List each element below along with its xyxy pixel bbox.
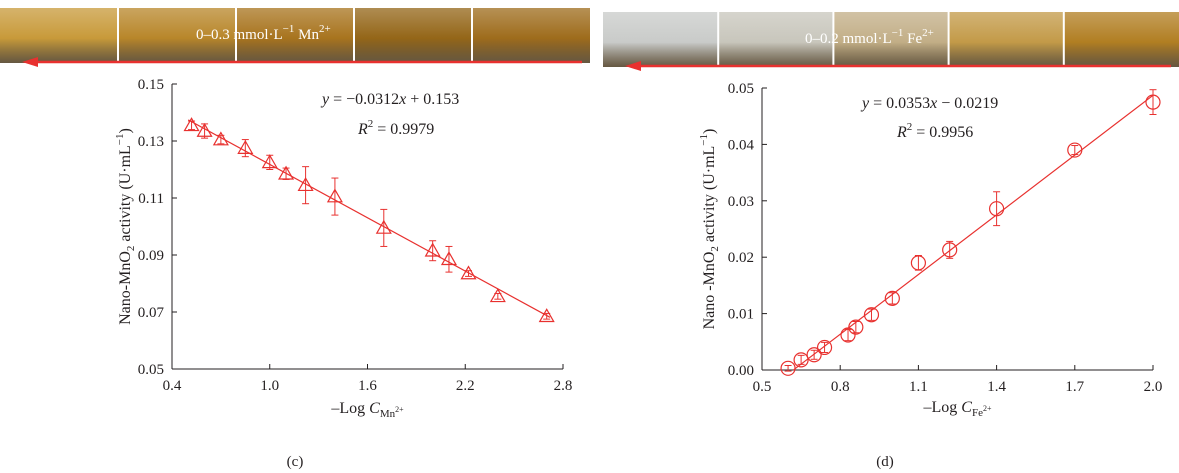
vial-photo-segment	[472, 8, 590, 63]
vial-photo-segment	[0, 8, 118, 63]
y-tick-label: 0.01	[728, 307, 754, 323]
y-tick-label: 0.15	[138, 77, 164, 93]
regression-line	[188, 120, 550, 317]
y-axis-title-sup: −1	[114, 133, 126, 145]
x-axis-title: –Log CMn2+	[330, 400, 404, 420]
vial-photo-segment	[354, 8, 472, 63]
photo-label-text: 0–0.3 mmol·L	[196, 27, 283, 43]
photo-label-sup: −1	[892, 27, 904, 39]
x-tick-label: 0.8	[831, 379, 850, 395]
r2-label: R	[357, 121, 368, 138]
equation-slope: = −0.0312	[329, 91, 399, 108]
y-axis-title-text: )	[117, 128, 134, 133]
photo-label-ion: Mn	[294, 27, 319, 43]
vial-photo-segment	[603, 12, 718, 67]
photo-label-text: 0–0.2 mmol·L	[805, 31, 892, 47]
equation-x: x	[929, 95, 937, 112]
x-tick-label: 1.1	[909, 379, 928, 395]
panel-label: (c)	[287, 454, 304, 470]
r-squared: R2 = 0.9979	[357, 118, 434, 138]
equation-intercept: − 0.0219	[937, 95, 998, 112]
equation-x: x	[398, 91, 406, 108]
x-axis-title-var: C	[369, 400, 380, 417]
x-axis-title: –Log CFe2+	[923, 399, 992, 419]
x-axis-title-sub: Mn	[380, 408, 396, 420]
photo-label-ion: Fe	[903, 31, 922, 47]
panel-label: (d)	[876, 454, 894, 470]
y-tick-label: 0.07	[138, 305, 165, 321]
y-tick-label: 0.04	[728, 137, 755, 153]
x-tick-label: 1.0	[260, 378, 279, 394]
x-tick-label: 1.7	[1065, 379, 1084, 395]
x-tick-label: 0.5	[753, 379, 772, 395]
panel-c: 0–0.3 mmol·L−1 Mn2+ 0.05 0.07 0.09 0.11 0.13 0…	[0, 0, 590, 473]
x-axis-title-subsup: 2+	[395, 405, 404, 414]
fit-equation: y = 0.0353x − 0.0219	[860, 95, 998, 112]
y-axis-title: Nano-MnO2 activity (U·mL−1)	[114, 128, 137, 325]
photo-label-ion-sup: 2+	[319, 23, 331, 35]
x-tick-label: 0.4	[163, 378, 182, 394]
y-axis-title-text: activity (U·mL	[117, 145, 134, 245]
y-axis-title-text: )	[701, 129, 718, 134]
photo-label-ion-sup: 2+	[922, 27, 934, 39]
fit-equation: y = −0.0312x + 0.153	[320, 91, 459, 108]
r2-label: R	[896, 124, 907, 141]
y-axis-title-sup: −1	[698, 134, 710, 146]
y-tick-label: 0.05	[728, 81, 754, 97]
equation-intercept: + 0.153	[406, 91, 459, 108]
equation-slope: = 0.0353	[869, 95, 930, 112]
x-tick-label: 1.4	[987, 379, 1006, 395]
y-tick-label: 0.09	[138, 248, 164, 264]
y-tick-label: 0.02	[728, 250, 754, 266]
x-tick-label: 1.6	[358, 378, 377, 394]
r2-value: = 0.9979	[373, 121, 434, 138]
x-axis-title-text: –Log	[923, 399, 962, 416]
chart-c: 0–0.3 mmol·L−1 Mn2+0.050.070.090.110.130…	[0, 0, 590, 473]
x-axis-title-subsup: 2+	[983, 404, 992, 413]
x-tick-label: 2.2	[456, 378, 475, 394]
y-tick-label: 0.03	[728, 194, 754, 210]
x-axis-title-sub: Fe	[972, 407, 983, 419]
x-tick-label: 2.8	[554, 378, 573, 394]
r2-value: = 0.9956	[912, 124, 973, 141]
x-axis-title-var: C	[961, 399, 972, 416]
x-axis-title-text: –Log	[330, 400, 369, 417]
panel-d: 0–0.2 mmol·L−1 Fe2+ 0.00 0.01 0.02 0.03 0.04 0…	[590, 0, 1179, 473]
y-tick-label: 0.13	[138, 134, 164, 150]
photo-label-sup: −1	[283, 23, 295, 35]
y-axis-title-text: Nano -MnO	[701, 252, 718, 330]
r-squared: R2 = 0.9956	[896, 121, 973, 141]
y-tick-label: 0.05	[138, 362, 164, 378]
y-axis-title-text: activity (U·mL	[701, 146, 718, 246]
y-axis-title-text: Nano-MnO	[117, 251, 134, 325]
y-tick-label: 0.11	[138, 191, 164, 207]
y-tick-label: 0.00	[728, 363, 754, 379]
y-axis-title: Nano -MnO2 activity (U·mL−1)	[698, 129, 721, 330]
vial-photo-segment	[1064, 12, 1179, 67]
x-tick-label: 2.0	[1144, 379, 1163, 395]
chart-d: 0–0.2 mmol·L−1 Fe2+0.000.010.020.030.040…	[590, 0, 1179, 473]
vial-photo-segment	[949, 12, 1064, 67]
